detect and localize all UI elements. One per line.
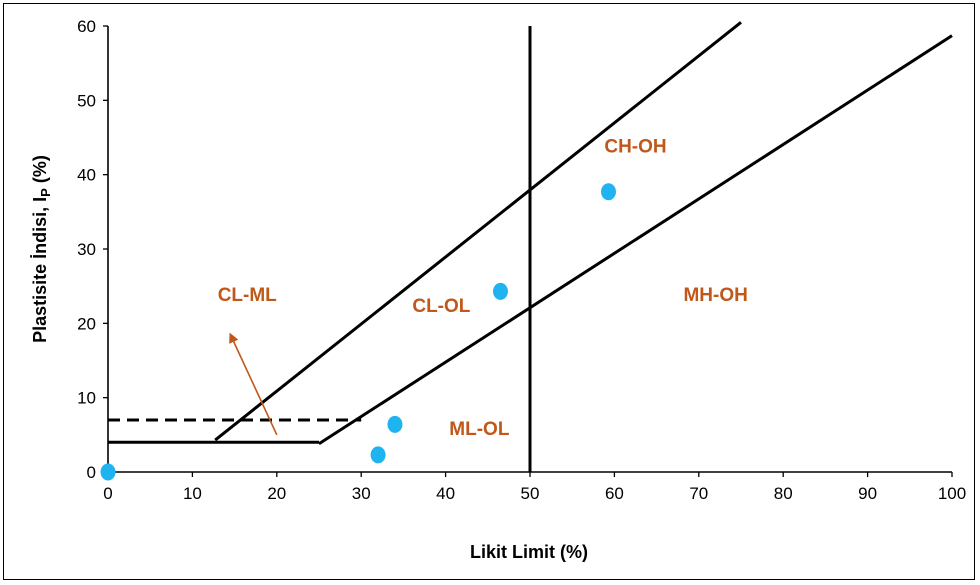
y-tick-label: 30	[77, 240, 96, 259]
axes	[103, 25, 953, 477]
x-tick-label: 0	[103, 484, 112, 503]
x-tick-label: 10	[183, 484, 202, 503]
y-tick-label: 50	[77, 91, 96, 110]
classification-lines	[108, 21, 953, 472]
y-tick-label: 0	[87, 463, 96, 482]
y-axis-title-unit: (%)	[30, 155, 50, 188]
a-line	[318, 34, 953, 446]
region-labels: CL-ML CL-OL CH-OH MH-OH ML-OL	[218, 136, 748, 439]
data-point	[100, 463, 116, 481]
x-tick-label: 90	[858, 484, 877, 503]
region-label: CH-OH	[604, 136, 666, 157]
data-point	[370, 446, 386, 464]
chart-frame	[3, 3, 975, 580]
data-point	[600, 183, 616, 201]
y-axis-title: Plastisite İndisi, IP (%)	[30, 155, 53, 343]
x-tick-label: 70	[689, 484, 708, 503]
u-line	[214, 21, 742, 442]
y-tick-label: 10	[77, 389, 96, 408]
arrow-line	[229, 332, 278, 436]
region-label: CL-ML	[218, 285, 277, 306]
data-point	[387, 415, 403, 433]
y-tick-label: 60	[77, 17, 96, 36]
data-point	[492, 282, 508, 300]
x-tick-label: 40	[436, 484, 455, 503]
y-tick-label: 40	[77, 166, 96, 185]
x-tick-label: 20	[267, 484, 286, 503]
annotation-arrow	[229, 332, 278, 436]
x-tick-label: 60	[605, 484, 624, 503]
y-axis-title-main: Plastisite İndisi, I	[30, 197, 50, 343]
region-label: CL-OL	[412, 296, 470, 317]
x-tick-label: 80	[774, 484, 793, 503]
region-label: ML-OL	[449, 419, 510, 440]
x-axis-title: Likit Limit (%)	[470, 542, 588, 562]
x-tick-label: 30	[352, 484, 371, 503]
x-tick-label: 50	[521, 484, 540, 503]
tick-labels: 0 10 20 30 40 50 60 70 80 90 100 0 10 20 30 40 50 60	[77, 17, 966, 503]
region-label: MH-OH	[683, 285, 747, 306]
data-points	[100, 183, 616, 481]
x-tick-label: 100	[938, 484, 966, 503]
y-tick-label: 20	[77, 314, 96, 333]
y-axis-title-subscript: P	[38, 188, 53, 197]
